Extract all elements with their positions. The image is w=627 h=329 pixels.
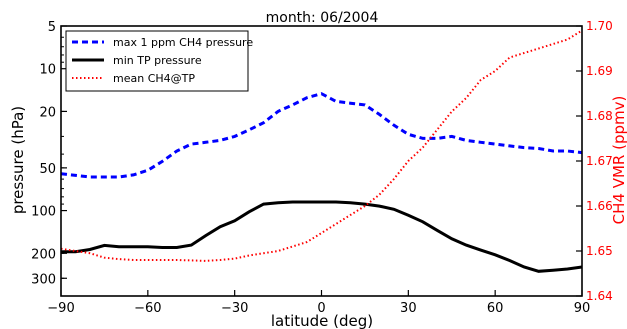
x-tick-label: 0 [317,301,325,316]
x-tick-label: 90 [574,301,591,316]
y-right-tick-label: 1.68 [586,109,613,123]
x-tick-label: −90 [47,301,74,316]
legend-label-min-tp-pressure: min TP pressure [113,54,202,67]
x-tick-label: 30 [400,301,417,316]
y-left-tick-label: 200 [31,247,56,262]
y-right-tick-label: 1.70 [586,19,613,33]
y-left-tick-label: 5 [48,20,56,35]
series-line-max-1ppm-ch4-pressure [60,92,583,179]
y-right-axis-ticks: 1.64 1.65 1.66 1.67 1.68 1.69 1.70 [576,19,613,303]
y-left-tick-label: 100 [31,205,56,220]
y-right-axis-label: CH4 VMR (ppmv) [610,96,627,225]
y-left-tick-label: 20 [39,105,56,120]
y-right-tick-label: 1.64 [586,289,613,303]
y-left-tick-label: 10 [39,63,56,78]
plot-area [60,29,583,273]
x-tick-label: 60 [487,301,504,316]
y-right-tick-label: 1.69 [586,64,613,78]
legend-label-max-1ppm-ch4-pressure: max 1 ppm CH4 pressure [113,36,253,49]
chart-title: month: 06/2004 [266,10,379,26]
x-tick-label: −60 [134,301,161,316]
y-left-axis-ticks: 5 10 20 50 100 200 300 [31,20,67,297]
x-tick-label: −30 [221,301,248,316]
y-right-tick-label: 1.66 [586,199,613,213]
y-left-axis-label: pressure (hPa) [9,106,27,214]
x-axis-label: latitude (deg) [271,312,373,329]
series-line-min-tp-pressure [61,200,583,273]
legend: max 1 ppm CH4 pressure min TP pressure m… [65,30,253,92]
y-left-tick-label: 300 [31,272,56,287]
y-left-tick-label: 50 [39,162,56,177]
y-right-tick-label: 1.65 [586,244,613,258]
legend-label-mean-ch4-at-tp: mean CH4@TP [113,72,195,85]
y-right-tick-label: 1.67 [586,154,613,168]
x-axis-ticks: −90 −60 −30 0 30 60 90 [47,290,590,316]
